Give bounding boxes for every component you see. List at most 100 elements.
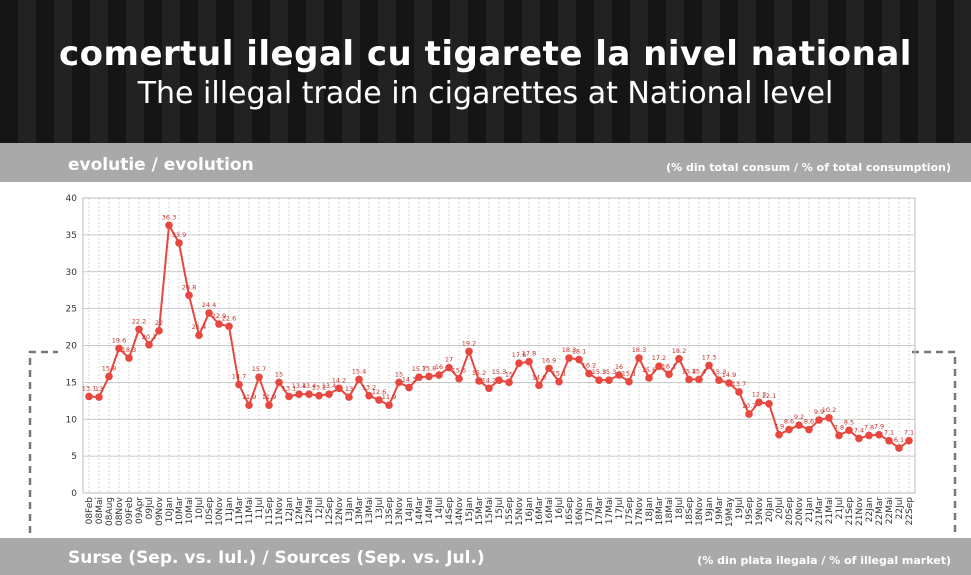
- point: [305, 390, 313, 398]
- data-label: 7.8: [834, 423, 844, 431]
- data-label: 13.1: [282, 384, 296, 392]
- point: [425, 372, 433, 381]
- footer: Surse (Sep. vs. Iul.) / Sources (Sep. vs…: [68, 548, 485, 568]
- data-label: 8.6: [784, 418, 794, 426]
- point: [615, 371, 623, 379]
- point: [885, 436, 893, 445]
- chart: 0 5 10 15 20 25 30 35 40 08Feb 08Mai 08Aug 08Nov 09Fe…: [28, 194, 957, 533]
- x-tick-label: 18Mar: [655, 497, 665, 526]
- point: [235, 380, 243, 389]
- point: [215, 320, 223, 328]
- point: [695, 375, 703, 384]
- x-tick-label: 13Mai: [365, 497, 375, 524]
- point: [805, 425, 813, 434]
- decoration: [28, 350, 58, 533]
- point: [395, 378, 403, 387]
- data-label: 11.9: [242, 393, 256, 401]
- data-label: 16.1: [662, 362, 676, 370]
- point: [865, 431, 873, 440]
- point: [785, 425, 793, 434]
- section-bar: evolutie / evolution (% din total consum…: [0, 143, 971, 182]
- x-tick-label: 17Mai: [605, 497, 615, 524]
- point: [315, 391, 323, 400]
- data-label: 8.6: [804, 418, 814, 426]
- data-label: 13.4: [302, 382, 316, 390]
- data-label: 15.8: [102, 364, 116, 372]
- point: [195, 331, 203, 339]
- x-tick-label: 17Nov: [635, 496, 645, 526]
- data-label: 16.9: [542, 356, 556, 364]
- data-label: 22.2: [132, 317, 146, 325]
- point: [145, 340, 153, 349]
- x-tick-label: 10Mai: [185, 497, 195, 524]
- data-label: 13.4: [322, 382, 336, 390]
- point: [765, 399, 773, 408]
- point: [185, 291, 193, 300]
- x-tick-label: 14Sep: [445, 497, 455, 526]
- x-tick-label: 13Jan: [345, 497, 355, 522]
- y-tick-label: 15: [66, 378, 77, 388]
- point: [225, 322, 233, 331]
- point: [285, 392, 293, 401]
- x-tick-label: 09Apr: [135, 497, 145, 524]
- x-tick-label: 12Jan: [285, 497, 295, 522]
- point: [525, 357, 533, 366]
- data-label: 22: [155, 319, 163, 327]
- x-tick-label: 16Nov: [575, 496, 585, 526]
- data-label: 6.1: [894, 436, 904, 444]
- point: [575, 355, 583, 364]
- point: [485, 384, 493, 393]
- chart-subtitle: (% din total consum / % of total consump…: [666, 161, 951, 174]
- x-tick-label: 21Sep: [845, 497, 855, 526]
- point: [625, 377, 633, 386]
- x-tick-label: 12Nov: [335, 496, 345, 526]
- data-label: 13: [345, 385, 353, 393]
- point: [545, 364, 553, 373]
- x-tick-label: 11Jan: [225, 497, 235, 522]
- x-tick-label: 17Mar: [595, 497, 605, 526]
- data-label: 19.6: [112, 336, 126, 344]
- point: [515, 359, 523, 367]
- point: [475, 377, 483, 385]
- data-label: 18.3: [562, 346, 576, 354]
- x-tick-label: 18Sep: [685, 497, 695, 526]
- x-tick-label: 14Nov: [455, 496, 465, 526]
- point: [465, 347, 473, 356]
- point: [375, 396, 383, 404]
- data-label: 24.4: [202, 301, 216, 309]
- x-tick-label: 15Mar: [475, 497, 485, 526]
- data-label: 15: [275, 370, 283, 378]
- point: [825, 413, 833, 422]
- data-label: 20.1: [142, 333, 156, 341]
- data-label: 15.1: [552, 370, 566, 378]
- data-label: 13.2: [312, 384, 326, 392]
- data-label: 17.8: [522, 350, 536, 358]
- x-tick-label: 15Jan: [465, 497, 475, 522]
- data-label: 15.7: [252, 365, 266, 373]
- data-label: 15.3: [592, 368, 606, 376]
- data-label: 7.9: [774, 423, 784, 431]
- data-label: 10.7: [742, 402, 756, 410]
- data-label: 14.7: [232, 373, 246, 381]
- data-label: 7.8: [864, 423, 874, 431]
- x-tick-label: 15Sep: [505, 497, 515, 526]
- x-tick-label: 14Mar: [415, 497, 425, 526]
- data-label: 15.2: [472, 369, 486, 377]
- point: [585, 369, 593, 378]
- x-tick-label: 10Nov: [215, 496, 225, 526]
- y-tick-label: 35: [66, 231, 77, 241]
- y-tick-label: 10: [66, 415, 78, 425]
- x-tick-label: 14Jan: [405, 497, 415, 522]
- x-tick-label: 12Mar: [295, 497, 305, 526]
- data-label: 18.3: [632, 346, 646, 354]
- x-tick-label: 17Jan: [585, 497, 595, 522]
- x-tick-label: 19Mar: [715, 497, 725, 526]
- x-tick-label: 13Mar: [355, 497, 365, 526]
- point: [435, 371, 443, 379]
- title: comertul ilegal cu tigarete la nivel nat…: [59, 34, 912, 74]
- point: [135, 325, 143, 334]
- header: comertul ilegal cu tigarete la nivel nat…: [0, 0, 971, 143]
- data-label: 12.3: [752, 390, 766, 398]
- data-label: 10.2: [822, 406, 836, 414]
- x-tick-label: 18Jan: [645, 497, 655, 522]
